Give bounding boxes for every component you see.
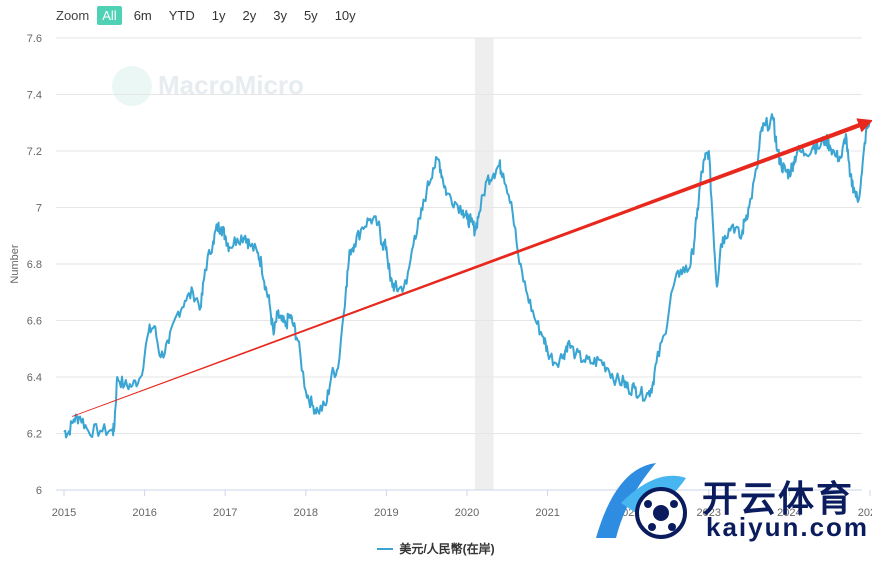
y-tick-label: 6.2 — [27, 429, 42, 441]
x-tick-label: 2020 — [455, 507, 479, 519]
y-tick-label: 6.4 — [27, 372, 42, 384]
series-line — [63, 113, 871, 439]
kaiyun-logo-icon — [596, 463, 687, 539]
zoom-10y-button[interactable]: 10y — [334, 7, 356, 23]
zoom-label: Zoom — [56, 7, 90, 23]
x-tick-label: 2021 — [535, 507, 559, 519]
zoom-3y-button[interactable]: 3y — [273, 7, 287, 23]
y-tick-label: 6.8 — [27, 259, 42, 271]
y-axis-label: Number — [9, 244, 21, 283]
y-tick-label: 6 — [36, 485, 42, 497]
y-tick-label: 6.6 — [27, 316, 42, 328]
x-tick-label: 2025 — [858, 507, 872, 519]
x-tick-label: 2017 — [213, 507, 237, 519]
y-tick-label: 7.4 — [27, 90, 42, 102]
x-tick-label: 2023 — [697, 507, 721, 519]
x-tick-label: 2019 — [374, 507, 398, 519]
zoom-1y-button[interactable]: 1y — [211, 7, 226, 23]
zoom-6m-button[interactable]: 6m — [133, 7, 152, 23]
logo-en-text: kaiyun.com — [706, 512, 870, 542]
zoom-all-button[interactable]: All — [97, 5, 122, 25]
watermark-logo-icon — [112, 66, 152, 106]
x-tick-label: 2024 — [777, 507, 801, 519]
y-tick-label: 7.6 — [27, 33, 42, 45]
x-tick-label: 2016 — [132, 507, 156, 519]
trend-arrow-line — [71, 120, 867, 417]
y-tick-label: 7 — [36, 203, 42, 215]
x-tick-label: 2018 — [294, 507, 318, 519]
x-tick-label: 2015 — [52, 507, 76, 519]
zoom-bar: Zoom All 6m YTD 1y 2y 3y 5y 10y — [56, 5, 368, 25]
legend-label: 美元/人民幣(在岸) — [399, 542, 495, 556]
logo-cn-text: 开云体育 — [702, 478, 855, 519]
zoom-5y-button[interactable]: 5y — [303, 7, 318, 23]
y-tick-label: 7.2 — [27, 146, 42, 158]
zoom-2y-button[interactable]: 2y — [242, 7, 257, 23]
legend[interactable]: 美元/人民幣(在岸) — [0, 540, 872, 557]
trend-arrow-head — [856, 118, 872, 133]
legend-swatch — [377, 547, 394, 550]
zoom-ytd-button[interactable]: YTD — [168, 7, 195, 23]
